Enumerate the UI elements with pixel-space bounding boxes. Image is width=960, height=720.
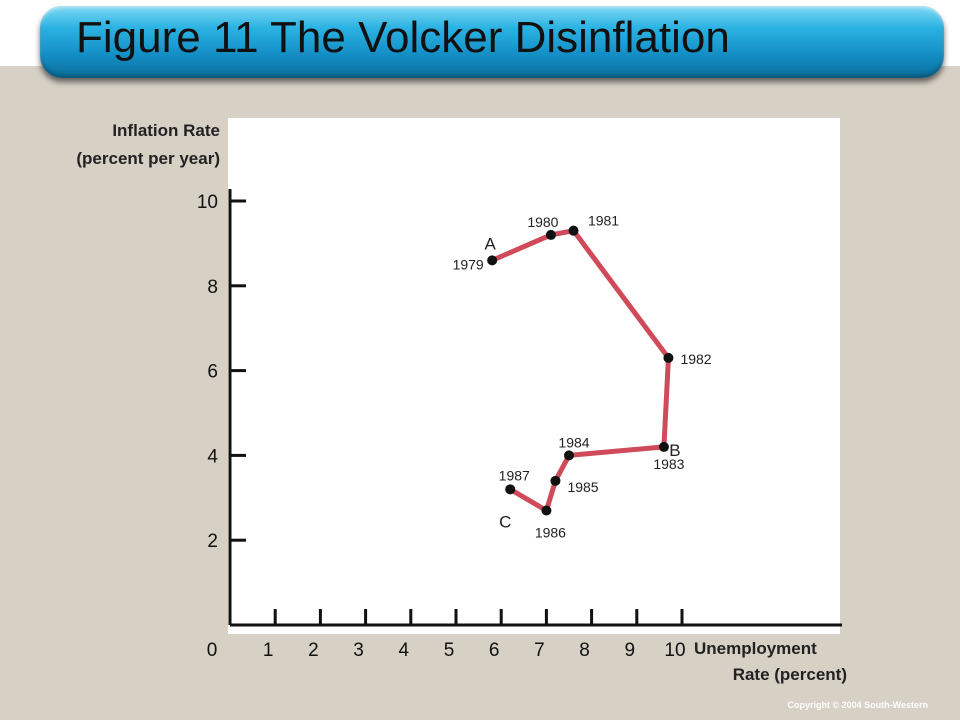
- origin-label: 0: [207, 640, 218, 661]
- point-1982: [663, 352, 674, 363]
- point-1985: [550, 475, 561, 486]
- x-tick-label-4: 4: [399, 640, 410, 661]
- year-label-1983: 1983: [653, 456, 684, 472]
- point-1984: [564, 450, 574, 461]
- x-tick-label-3: 3: [353, 640, 364, 661]
- x-tick-label-6: 6: [489, 640, 500, 661]
- x-tick-label-1: 1: [263, 640, 274, 661]
- year-label-1986: 1986: [535, 525, 566, 541]
- year-label-1979: 1979: [453, 256, 484, 272]
- x-tick-label-5: 5: [444, 640, 455, 661]
- x-tick-label-10: 10: [664, 640, 685, 661]
- year-label-1987: 1987: [499, 467, 530, 483]
- x-tick-label-8: 8: [579, 640, 590, 661]
- point-1987: [505, 484, 516, 495]
- y-tick-label-4: 4: [207, 446, 218, 467]
- x-tick-label-2: 2: [308, 640, 319, 661]
- point-annotation-a: A: [484, 234, 496, 253]
- point-1986: [541, 505, 552, 516]
- axes: [228, 189, 842, 627]
- year-label-1982: 1982: [680, 351, 711, 367]
- year-label-1981: 1981: [588, 213, 619, 229]
- year-label-1980: 1980: [527, 214, 558, 230]
- year-label-1985: 1985: [567, 479, 598, 495]
- x-axis-title-line1: Unemployment: [694, 639, 817, 658]
- point-annotation-c: C: [499, 512, 511, 531]
- x-tick-label-7: 7: [534, 640, 545, 661]
- year-label-1984: 1984: [558, 434, 589, 450]
- point-1981: [568, 225, 579, 236]
- point-1979: [487, 255, 498, 266]
- y-tick-label-6: 6: [207, 362, 218, 383]
- title-banner: [40, 6, 944, 78]
- y-tick-label-8: 8: [207, 277, 218, 298]
- point-1980: [545, 229, 556, 240]
- copyright-notice: Copyright © 2004 South-Western: [787, 700, 928, 710]
- plot-panel: [228, 118, 840, 634]
- y-tick-label-10: 10: [197, 192, 218, 213]
- x-tick-label-9: 9: [625, 640, 636, 661]
- point-1983: [658, 441, 669, 452]
- point-annotation-b: B: [669, 441, 680, 460]
- x-axis-title-line2: Rate (percent): [733, 665, 847, 684]
- y-axis-title-line1: Inflation Rate: [112, 121, 220, 140]
- y-tick-label-2: 2: [207, 531, 218, 552]
- y-axis-title-line2: (percent per year): [76, 149, 220, 168]
- slide-title: Figure 11 The Volcker Disinflation: [76, 13, 730, 62]
